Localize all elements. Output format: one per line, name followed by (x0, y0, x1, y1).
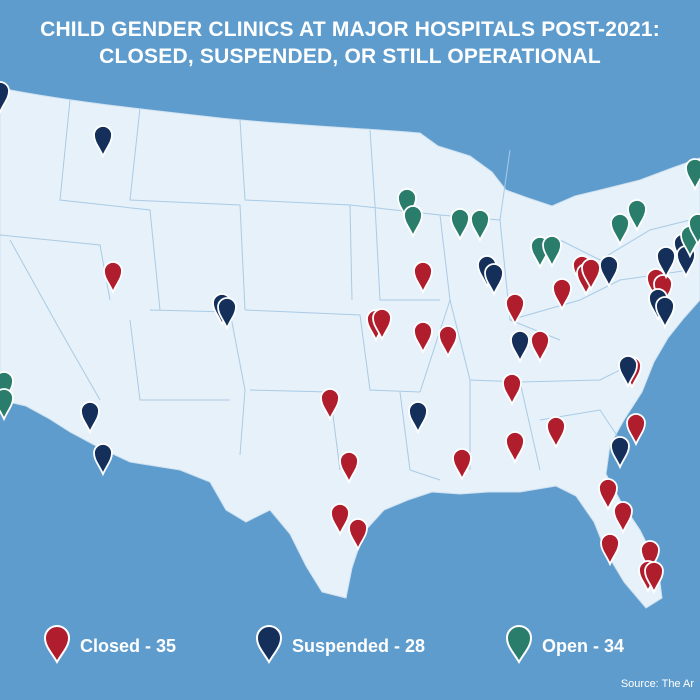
open-pin-marker (685, 158, 700, 192)
open-pin-icon (505, 625, 533, 664)
source-credit: Source: The Ar (620, 678, 694, 690)
open-pin-marker (610, 213, 630, 247)
closed-pin-marker (339, 451, 359, 485)
title-line-1: CHILD GENDER CLINICS AT MAJOR HOSPITALS … (40, 18, 660, 41)
open-pin-marker (450, 208, 470, 242)
open-pin-marker (627, 199, 647, 233)
suspended-pin-marker (93, 125, 113, 159)
us-mainland (0, 87, 700, 609)
legend-label-closed: Closed - 35 (80, 636, 177, 656)
closed-pin-marker (413, 321, 433, 355)
closed-pin-marker (546, 416, 566, 450)
suspended-pin-marker (408, 401, 428, 435)
closed-pin-marker (372, 308, 392, 342)
closed-pin-marker (640, 540, 660, 574)
legend-label-suspended: Suspended - 28 (292, 636, 426, 656)
suspended-pin-marker (80, 401, 100, 435)
closed-pin-marker (103, 261, 123, 295)
state-borders (0, 99, 691, 481)
open-pin-marker (0, 388, 14, 422)
closed-pin-icon (43, 625, 71, 664)
closed-pin-marker (530, 330, 550, 364)
closed-pin-marker (348, 518, 368, 552)
open-pin-marker (688, 213, 700, 247)
suspended-pin-marker (655, 296, 675, 330)
title-line-2: CLOSED, SUSPENDED, OR STILL OPERATIONAL (99, 45, 601, 68)
closed-pin-marker (320, 388, 340, 422)
closed-pin-marker (452, 448, 472, 482)
suspended-pin-marker (0, 81, 10, 115)
legend-label-open: Open - 34 (542, 636, 625, 656)
closed-pin-marker (600, 533, 620, 567)
suspended-pin-marker (656, 246, 676, 280)
map-title: CHILD GENDER CLINICS AT MAJOR HOSPITALS … (0, 16, 700, 70)
open-pin-marker (542, 235, 562, 269)
closed-pin-marker (644, 561, 664, 595)
closed-pin-marker (330, 503, 350, 537)
closed-pin-marker (581, 258, 601, 292)
legend-item-suspended: Suspended - 28 (254, 624, 454, 674)
open-pin-marker (470, 209, 490, 243)
closed-pin-marker (502, 373, 522, 407)
suspended-pin-icon (255, 625, 283, 664)
suspended-pin-marker (618, 355, 638, 389)
closed-pin-marker (552, 278, 572, 312)
legend: Closed - 35 Suspended - 28 Open - 34 (0, 624, 700, 674)
legend-item-closed: Closed - 35 (42, 624, 202, 674)
legend-item-open: Open - 34 (504, 624, 654, 674)
closed-pin-marker (505, 293, 525, 327)
suspended-pin-marker (510, 330, 530, 364)
suspended-pin-marker (484, 263, 504, 297)
suspended-pin-marker (599, 255, 619, 289)
closed-pin-marker (613, 501, 633, 535)
clinic-markers (0, 81, 700, 595)
suspended-pin-marker (93, 443, 113, 477)
closed-pin-marker (598, 478, 618, 512)
closed-pin-marker (505, 431, 525, 465)
closed-pin-marker (438, 325, 458, 359)
closed-pin-marker (626, 413, 646, 447)
open-pin-marker (403, 205, 423, 239)
closed-pin-marker (413, 261, 433, 295)
suspended-pin-marker (217, 297, 237, 331)
suspended-pin-marker (610, 436, 630, 470)
